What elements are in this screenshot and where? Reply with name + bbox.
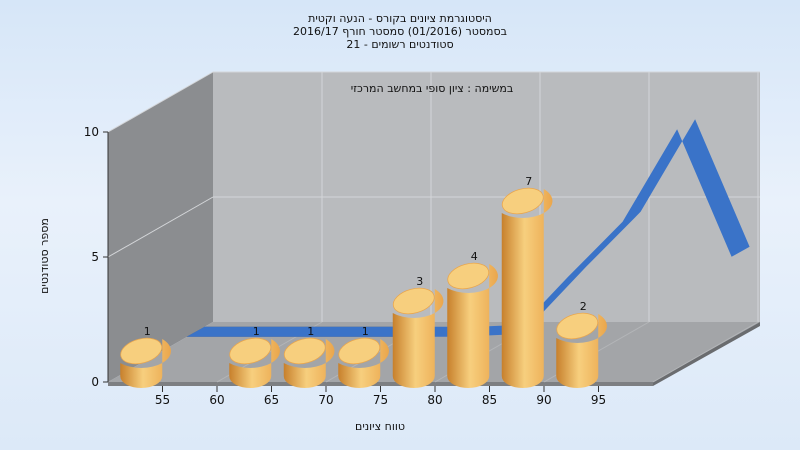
bar-value-label: 2 xyxy=(580,300,587,313)
bar-top xyxy=(120,337,163,365)
bar: 1 xyxy=(120,325,171,389)
chart-subtitle: במשימה : ציון סופי במחשב המרכזי xyxy=(351,82,514,95)
x-tick-label: 60 xyxy=(209,393,224,407)
bar-value-label: 1 xyxy=(144,325,151,338)
x-axis-label: טווח ציונים xyxy=(355,420,405,433)
bar-value-label: 4 xyxy=(471,250,478,263)
bar-body xyxy=(447,264,498,389)
x-tick-label: 80 xyxy=(427,393,442,407)
bar-top xyxy=(447,262,490,290)
axes: 0 5 10 55 60 65 70 75 80 85 90 95 xyxy=(84,125,606,407)
bar-top xyxy=(556,312,599,340)
bar-body xyxy=(229,339,280,389)
bar-body xyxy=(556,314,607,389)
bar-value-label: 7 xyxy=(525,175,532,188)
bars: 1 1 1 1 3 4 7 2 xyxy=(120,175,607,389)
bar: 3 xyxy=(392,275,444,389)
bar: 7 xyxy=(501,175,553,389)
x-tick-label: 95 xyxy=(591,393,606,407)
bar-top xyxy=(392,287,435,315)
x-tick-label: 55 xyxy=(155,393,170,407)
curve-ribbon xyxy=(186,119,750,337)
chart-title-line-3: סטודנטים רשומים - 21 xyxy=(346,38,453,51)
x-tick-label: 75 xyxy=(373,393,388,407)
bar-top xyxy=(501,187,544,215)
distribution-curve xyxy=(186,119,750,337)
y-axis-label: מספר סטודנטים xyxy=(38,218,51,294)
bar: 1 xyxy=(229,325,280,389)
bar-body xyxy=(338,339,389,389)
x-tick-label: 85 xyxy=(482,393,497,407)
y-tick-label: 10 xyxy=(84,125,99,139)
bar-top xyxy=(283,337,326,365)
bar-body xyxy=(501,189,553,389)
bar-body xyxy=(120,339,171,389)
x-tick-label: 65 xyxy=(264,393,279,407)
chart-title-line-2: בסמסטר (01/2016) סמסטר חורף 2016/17 xyxy=(293,25,507,38)
bar: 4 xyxy=(447,250,498,389)
bar-top xyxy=(229,337,272,365)
floor-right-edge xyxy=(653,322,760,386)
bar-body xyxy=(283,339,335,389)
bar: 2 xyxy=(556,300,607,389)
x-tick-label: 70 xyxy=(318,393,333,407)
bar-value-label: 3 xyxy=(416,275,423,288)
bar-value-label: 1 xyxy=(253,325,260,338)
y-tick-label: 0 xyxy=(91,375,99,389)
y-tick-label: 5 xyxy=(91,250,99,264)
bar-body xyxy=(392,289,444,389)
x-tick-label: 90 xyxy=(536,393,551,407)
bar-top xyxy=(338,337,381,365)
bar: 1 xyxy=(338,325,389,389)
chart-title-line-1: היסטוגרמת ציונים בקורס - הנעה וקטית xyxy=(308,12,492,25)
bar: 1 xyxy=(283,325,335,389)
bar-value-label: 1 xyxy=(307,325,314,338)
bar-value-label: 1 xyxy=(362,325,369,338)
